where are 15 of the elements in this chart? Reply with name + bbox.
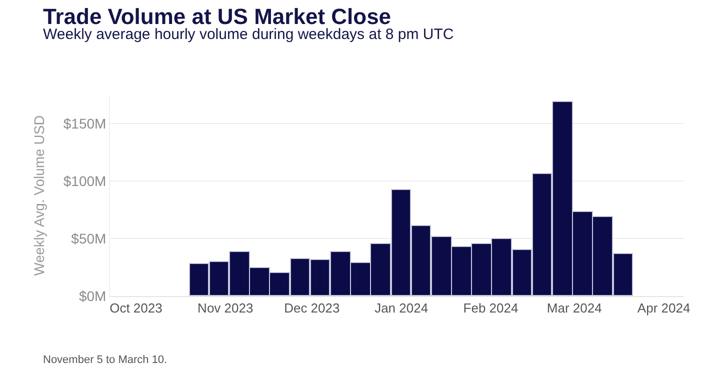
chart-subtitle: Weekly average hourly volume during weekdays at 8 pm UTC xyxy=(43,26,454,43)
y-tick-label: $100M xyxy=(63,173,106,190)
x-tick-label: Oct 2023 xyxy=(110,300,162,316)
y-axis-title: Weekly Avg. Volume USD xyxy=(30,115,47,276)
x-tick-label: Dec 2023 xyxy=(284,300,340,316)
y-tick-label: $0M xyxy=(78,288,106,304)
text: November 5 to March 10. xyxy=(43,354,168,366)
x-tick-label: Nov 2023 xyxy=(198,300,254,316)
y-tick-label: $150M xyxy=(63,116,106,132)
x-tick-label: Apr 2024 xyxy=(637,300,690,316)
x-tick-label: Mar 2024 xyxy=(546,300,602,316)
chart-title: Trade Volume at US Market Close xyxy=(43,4,392,29)
y-tick-label: $50M xyxy=(71,230,106,246)
x-tick-label: Feb 2024 xyxy=(463,300,518,316)
x-tick-label: Jan 2024 xyxy=(374,300,428,316)
